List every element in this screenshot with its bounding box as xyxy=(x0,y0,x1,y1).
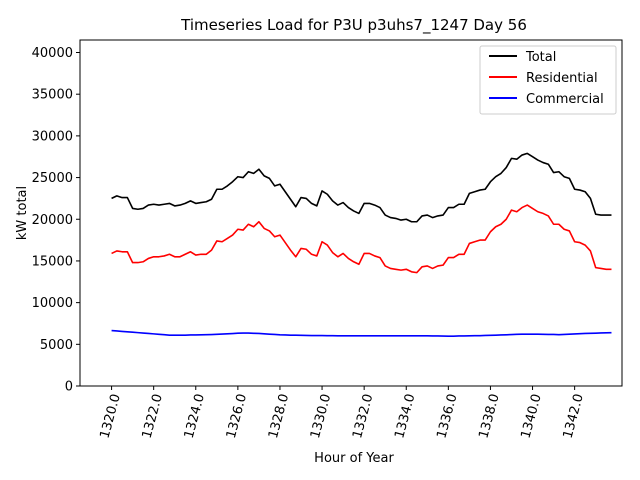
y-tick-label: 5000 xyxy=(40,338,73,353)
series-line-total xyxy=(111,152,612,223)
x-tick-label: 1326.0 xyxy=(224,392,250,440)
x-tick-label: 1342.0 xyxy=(561,392,587,440)
y-tick-label: 15000 xyxy=(32,254,73,269)
series-line-commercial xyxy=(111,329,612,337)
y-tick-label: 30000 xyxy=(32,129,73,144)
y-tick-label: 40000 xyxy=(32,46,73,61)
chart-title: Timeseries Load for P3U p3uhs7_1247 Day … xyxy=(180,16,527,35)
plot-area-frame xyxy=(79,39,623,387)
x-tick-label: 1332.0 xyxy=(350,392,376,440)
x-tick-label: 1328.0 xyxy=(266,392,292,440)
y-tick-label: 25000 xyxy=(32,171,73,186)
x-tick-label: 1334.0 xyxy=(392,392,418,440)
x-tick-label: 1324.0 xyxy=(182,392,208,440)
y-axis-label: kW total xyxy=(15,186,30,240)
x-axis: 1320.0 1322.0 1324.0 1326.0 1328.0 1330.0 1332… xyxy=(98,386,587,440)
x-tick-label: 1330.0 xyxy=(308,392,334,440)
legend-label-commercial: Commercial xyxy=(526,92,604,107)
legend: Total Residential Commercial xyxy=(479,45,617,115)
y-axis: 0 5000 10000 15000 20000 25000 30000 35000 40000 xyxy=(32,46,80,395)
x-tick-label: 1320.0 xyxy=(98,392,124,440)
x-tick-label: 1340.0 xyxy=(519,392,545,440)
legend-label-total: Total xyxy=(525,50,556,65)
x-axis-label: Hour of Year xyxy=(314,451,394,466)
x-tick-label: 1336.0 xyxy=(434,392,460,440)
y-tick-label: 35000 xyxy=(32,88,73,103)
legend-label-residential: Residential xyxy=(526,71,598,86)
x-tick-label: 1322.0 xyxy=(140,392,166,440)
series-line-residential xyxy=(111,204,612,274)
y-tick-label: 20000 xyxy=(32,213,73,228)
y-tick-label: 10000 xyxy=(32,296,73,311)
x-tick-label: 1338.0 xyxy=(476,392,502,440)
y-tick-label: 0 xyxy=(65,380,73,395)
